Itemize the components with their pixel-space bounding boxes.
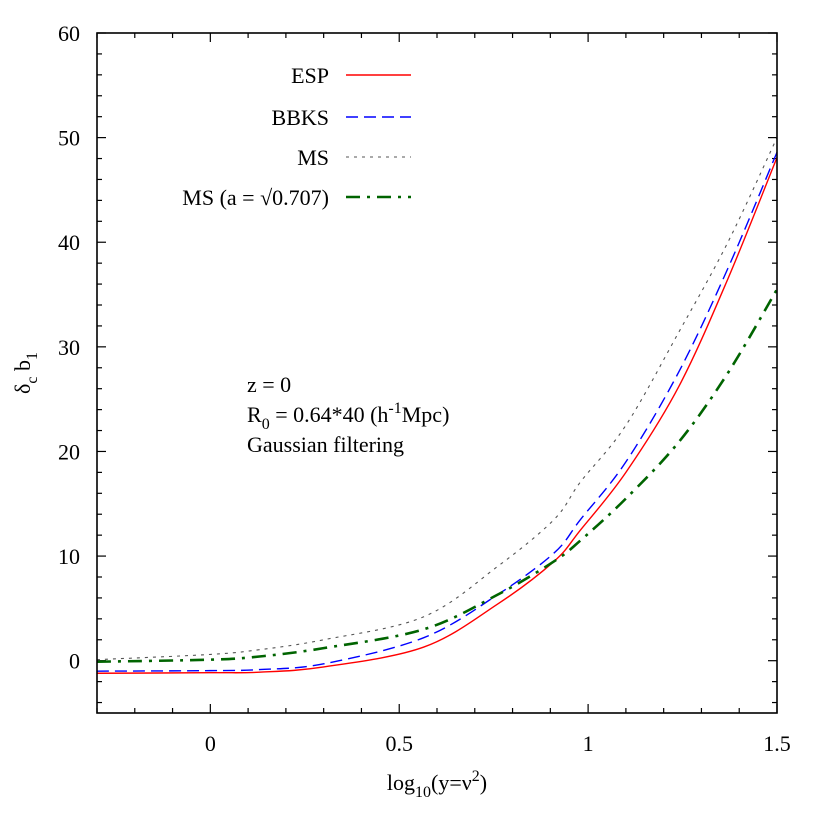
text-segment: )	[480, 770, 487, 795]
text-segment: log	[387, 770, 415, 795]
series-line-1	[96, 151, 778, 672]
series-line-2	[96, 137, 778, 661]
y-tick-label: 0	[69, 649, 80, 674]
tick-labels: 0 0.5 1 1.5 0 10 20 30 40 50 60	[58, 21, 791, 756]
y-axis-label: δc b1	[10, 352, 41, 394]
series-line-0	[96, 157, 778, 674]
subscript: 0	[262, 416, 270, 433]
legend-label: ESP	[291, 63, 329, 88]
legend-label: MS	[297, 145, 329, 170]
curves	[96, 137, 779, 674]
series-line-3	[96, 288, 779, 664]
annotation-line: Gaussian filtering	[247, 432, 404, 457]
x-tick-label: 0.5	[385, 731, 413, 756]
y-tick-label: 40	[58, 230, 80, 255]
text-segment: R	[247, 402, 262, 427]
x-axis-label: log10(y=ν2)	[387, 768, 487, 801]
y-tick-label: 60	[58, 21, 80, 46]
text-segment: Mpc)	[402, 402, 450, 427]
subscript: 1	[24, 352, 41, 360]
legend: ESP BBKS MS MS (a = √0.707)	[182, 63, 411, 210]
annotation-line: z = 0	[247, 372, 291, 397]
x-tick-label: 1	[583, 731, 594, 756]
plot-frame	[96, 32, 778, 714]
text-segment: b	[10, 360, 35, 377]
legend-item: MS (a = √0.707)	[182, 185, 411, 210]
text-segment: = 0.64*40 (h	[270, 402, 389, 427]
y-tick-label: 50	[58, 126, 80, 151]
subscript: c	[24, 377, 41, 384]
x-tick-label: 0	[205, 731, 216, 756]
y-tick-label: 20	[58, 439, 80, 464]
legend-label: MS (a = √0.707)	[182, 185, 329, 210]
text-segment: δ	[10, 384, 35, 394]
text-segment: (y=ν	[431, 770, 472, 795]
y-tick-label: 10	[58, 544, 80, 569]
legend-item: MS	[297, 145, 411, 170]
text-segment: Gaussian filtering	[247, 432, 404, 457]
y-tick-label: 30	[58, 335, 80, 360]
superscript: -1	[388, 400, 401, 417]
x-tick-label: 1.5	[763, 731, 791, 756]
ticks	[96, 32, 778, 713]
text-segment: z = 0	[247, 372, 291, 397]
legend-item: ESP	[291, 63, 411, 88]
legend-item: BBKS	[272, 105, 411, 130]
superscript: 2	[472, 768, 480, 785]
legend-label: BBKS	[272, 105, 329, 130]
subscript: 10	[415, 784, 431, 801]
annotation-line: R0 = 0.64*40 (h-1Mpc)	[247, 400, 449, 433]
